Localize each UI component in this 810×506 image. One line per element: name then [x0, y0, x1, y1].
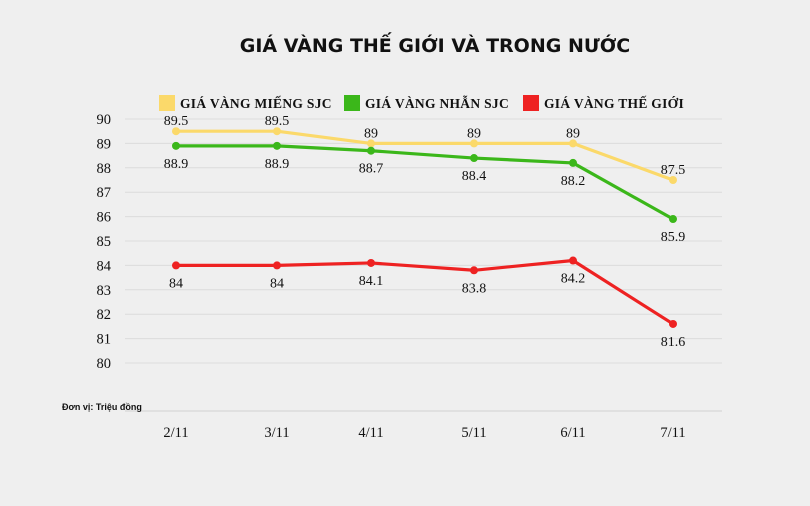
- y-axis: 90 89 88 87 86 85 84 83 82 81 80: [97, 112, 112, 372]
- data-label-world: 84.1: [359, 274, 384, 289]
- data-point-sjc-bar: [669, 176, 677, 184]
- data-label-sjc-ring: 88.9: [164, 157, 189, 172]
- data-point-sjc-ring: [569, 158, 577, 167]
- data-point-world: [470, 266, 478, 275]
- x-tick-label: 2/11: [163, 425, 188, 441]
- data-label-sjc-ring: 88.7: [359, 162, 384, 177]
- chart-title: GIÁ VÀNG THẾ GIỚI VÀ TRONG NƯỚC: [240, 31, 631, 57]
- data-point-world: [367, 258, 375, 267]
- legend-swatch-sjc-bar: [159, 95, 175, 111]
- series-group: [172, 127, 677, 328]
- y-tick-label: 89: [97, 136, 112, 152]
- data-label-sjc-bar: 89: [566, 126, 580, 141]
- data-point-sjc-ring: [172, 141, 180, 150]
- data-point-sjc-ring: [367, 146, 375, 155]
- data-point-world: [569, 256, 577, 265]
- legend: GIÁ VÀNG MIẾNG SJC GIÁ VÀNG NHẪN SJC GIÁ…: [159, 95, 684, 111]
- legend-label-sjc-bar: GIÁ VÀNG MIẾNG SJC: [180, 96, 332, 111]
- data-point-world: [172, 261, 180, 270]
- data-point-sjc-ring: [273, 141, 281, 150]
- data-point-sjc-bar: [470, 139, 478, 148]
- y-tick-label: 85: [97, 234, 112, 250]
- y-tick-label: 87: [97, 185, 112, 201]
- data-point-sjc-bar: [172, 127, 180, 136]
- series-line-sjc-bar: [176, 129, 674, 182]
- data-label-sjc-bar: 89.5: [265, 114, 290, 129]
- data-label-world: 81.6: [661, 335, 686, 350]
- data-label-sjc-ring: 88.9: [265, 157, 290, 172]
- data-point-sjc-bar: [367, 139, 375, 148]
- y-tick-label: 84: [97, 258, 112, 274]
- x-tick-label: 4/11: [358, 425, 383, 441]
- data-label-sjc-bar: 87.5: [661, 163, 686, 178]
- data-point-sjc-bar: [569, 139, 577, 148]
- legend-swatch-sjc-ring: [344, 95, 360, 111]
- data-point-sjc-bar: [273, 127, 281, 136]
- y-tick-label: 83: [97, 283, 112, 299]
- legend-label-world: GIÁ VÀNG THẾ GIỚI: [544, 96, 684, 111]
- y-tick-label: 80: [97, 356, 112, 372]
- y-tick-label: 86: [97, 210, 112, 226]
- data-point-sjc-ring: [470, 154, 478, 163]
- x-tick-label: 6/11: [560, 425, 585, 441]
- data-point-sjc-ring: [669, 215, 677, 224]
- data-label-sjc-ring: 88.2: [561, 174, 586, 189]
- y-tick-label: 82: [97, 307, 112, 323]
- data-label-world: 84: [169, 276, 183, 291]
- data-labels: 89.5 89.5 89 89 89 87.5 88.9 88.9 88.7 88.4 88.2 85…: [164, 114, 686, 350]
- y-tick-label: 88: [97, 161, 112, 177]
- y-tick-label: 90: [97, 112, 112, 128]
- series-line-sjc-ring: [176, 144, 674, 221]
- series-line-world: [176, 258, 674, 326]
- legend-swatch-world: [523, 95, 539, 111]
- data-label-sjc-bar: 89: [364, 126, 378, 141]
- data-label-world: 84.2: [561, 272, 586, 287]
- x-tick-label: 7/11: [660, 425, 685, 441]
- data-label-sjc-ring: 88.4: [462, 169, 487, 184]
- x-tick-label: 5/11: [461, 425, 486, 441]
- legend-label-sjc-ring: GIÁ VÀNG NHẪN SJC: [365, 96, 509, 111]
- data-label-sjc-bar: 89: [467, 126, 481, 141]
- unit-note: Đơn vị: Triệu đồng: [62, 402, 142, 412]
- x-axis: 2/11 3/11 4/11 5/11 6/11 7/11: [163, 425, 685, 441]
- data-point-world: [273, 261, 281, 270]
- data-label-sjc-bar: 89.5: [164, 114, 189, 129]
- data-label-world: 84: [270, 276, 284, 291]
- y-tick-label: 81: [97, 332, 112, 348]
- x-tick-label: 3/11: [264, 425, 289, 441]
- data-point-world: [669, 319, 677, 328]
- data-label-sjc-ring: 85.9: [661, 230, 686, 245]
- data-label-world: 83.8: [462, 281, 487, 296]
